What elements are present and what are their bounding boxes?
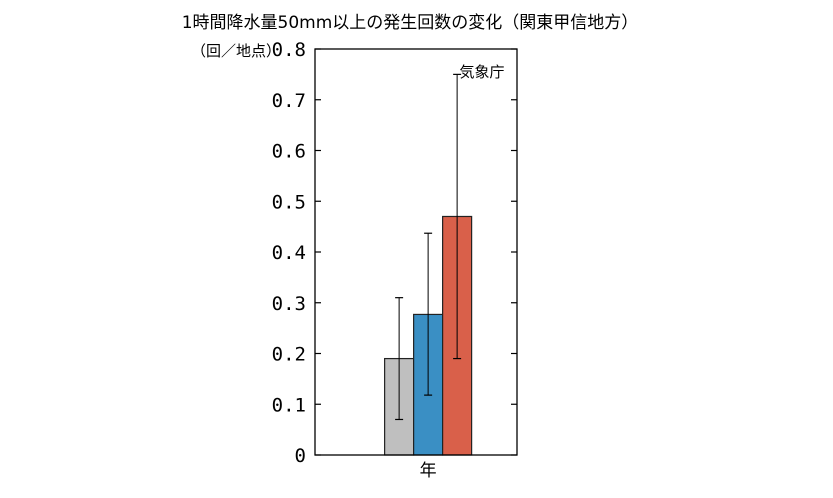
source-label: 気象庁 xyxy=(459,63,504,81)
chart-title: 1時間降水量50mm以上の発生回数の変化（関東甲信地方） xyxy=(182,13,639,33)
y-tick-label-7: 0.7 xyxy=(272,90,306,112)
y-tick-label-0: 0 xyxy=(295,445,306,467)
y-tick-label-3: 0.3 xyxy=(272,293,306,315)
y-tick-label-2: 0.2 xyxy=(272,344,306,366)
plot-frame xyxy=(314,48,518,456)
y-tick-label-4: 0.4 xyxy=(272,242,306,264)
x-category-label-0: 年 xyxy=(420,461,437,481)
y-tick-label-5: 0.5 xyxy=(272,191,306,213)
y-axis-unit-label: （回／地点） xyxy=(191,42,281,60)
y-tick-label-1: 0.1 xyxy=(272,394,306,416)
y-tick-label-8: 0.8 xyxy=(272,39,306,61)
x-axis-labels: 年 xyxy=(420,461,437,481)
y-tick-label-6: 0.6 xyxy=(272,141,306,163)
error-bars-layer xyxy=(395,73,462,421)
